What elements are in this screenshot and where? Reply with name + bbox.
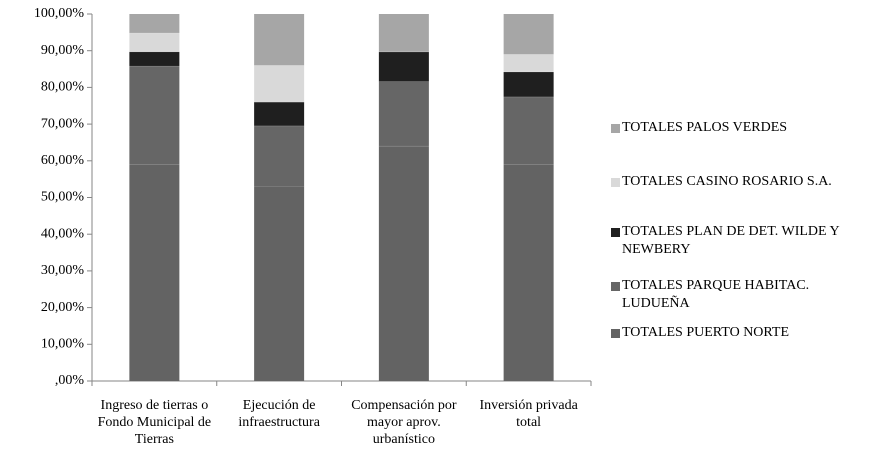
x-tick-label: Ejecución de infraestructura	[238, 398, 320, 430]
legend-swatch	[611, 124, 620, 133]
legend-swatch	[611, 282, 620, 291]
y-tick-label: 80,00%	[41, 80, 85, 95]
bar-segment	[503, 71, 554, 97]
x-tick-label: Inversión privada total	[479, 398, 578, 430]
y-tick-label: 20,00%	[41, 300, 85, 315]
legend-entry: TOTALES PALOS VERDES	[622, 120, 788, 135]
bar-segment	[129, 164, 180, 381]
y-tick-label: 10,00%	[41, 337, 85, 352]
bar-segment	[503, 14, 554, 55]
bar-segment	[129, 66, 180, 165]
bar-segment	[378, 81, 429, 147]
legend-entry: TOTALES CASINO ROSARIO S.A.	[622, 174, 832, 189]
y-tick-label: 50,00%	[41, 190, 85, 205]
bar-segment	[503, 54, 554, 72]
bar-segment	[129, 51, 180, 67]
legend-entry: TOTALES PUERTO NORTE	[622, 325, 790, 340]
y-tick-label: 30,00%	[41, 263, 85, 278]
bar-segment	[254, 125, 305, 187]
legend-swatch	[611, 228, 620, 237]
legend-swatch	[611, 178, 620, 187]
bar-segment	[503, 96, 554, 165]
bar-segment	[378, 14, 429, 52]
bar-segment	[129, 14, 180, 34]
bar-segment	[254, 102, 305, 126]
y-tick-label: 60,00%	[41, 153, 85, 168]
y-tick-label: 100,00%	[34, 6, 85, 21]
legend-swatch	[611, 329, 620, 338]
bar-segment	[129, 33, 180, 52]
bar-segment	[378, 51, 429, 82]
bar-segment	[254, 65, 305, 103]
bar-segment	[254, 14, 305, 66]
legend-entry: TOTALES PLAN DE DET. WILDE Y NEWBERY	[622, 224, 840, 257]
bar-segment	[503, 164, 554, 381]
bar-segment	[378, 146, 429, 381]
y-tick-label: 70,00%	[41, 116, 85, 131]
y-tick-label: 40,00%	[41, 226, 85, 241]
x-tick-label: Ingreso de tierras o Fondo Municipal de …	[97, 398, 212, 447]
bar-segment	[254, 186, 305, 381]
y-tick-label: ,00%	[55, 373, 85, 388]
legend-entry: TOTALES PARQUE HABITAC. LUDUEÑA	[622, 278, 810, 311]
y-tick-label: 90,00%	[41, 43, 85, 58]
x-tick-label: Compensación por mayor aprov. urbanístic…	[351, 398, 457, 447]
